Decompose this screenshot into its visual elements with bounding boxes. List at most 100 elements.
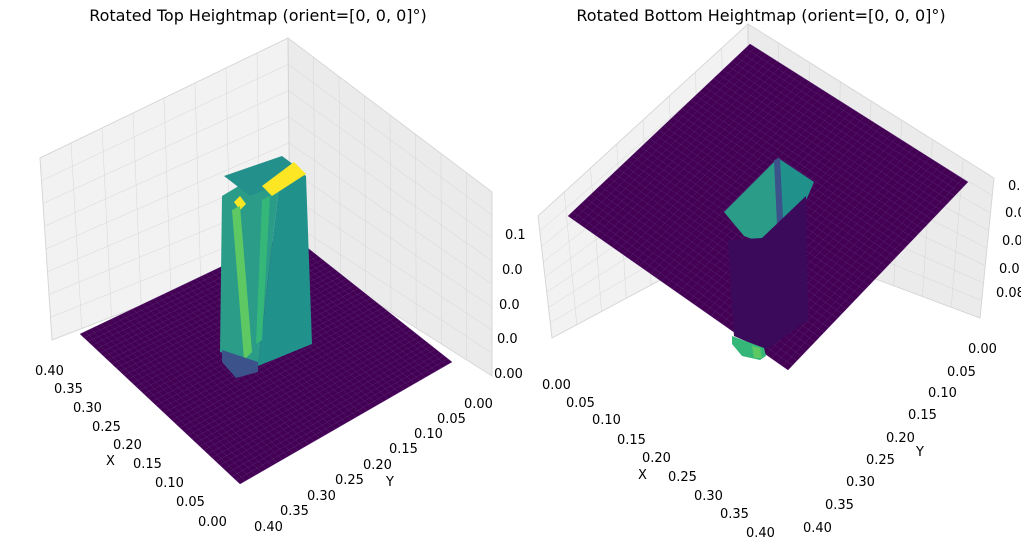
top-z-tick-label: 0.1: [505, 228, 526, 243]
top-mesh-line: [175, 310, 388, 425]
top-block-highlight: [262, 162, 306, 196]
top-y-tick-label: 0.05: [437, 412, 466, 427]
top-mesh-line: [171, 307, 384, 421]
top-y-axis-label: Y: [385, 475, 394, 490]
top-mesh-line: [235, 358, 449, 481]
bottom-y-ticks: 0.00 0.05 0.10 0.15 0.20 0.25 0.30 0.35 …: [803, 342, 997, 536]
top-mesh-line: [167, 304, 380, 417]
bottom-x-ticks: 0.00 0.05 0.10 0.15 0.20 0.25 0.30 0.35 …: [542, 378, 775, 539]
bottom-mesh-line: [731, 61, 951, 201]
bottom-z-tick-label: 0.0: [1005, 206, 1021, 221]
bottom-block-body: [728, 196, 808, 350]
bottom-mesh-line: [708, 82, 928, 225]
top-x-tick-label: 0.35: [54, 382, 83, 397]
bottom-x-tick-label: 0.15: [617, 433, 646, 448]
top-block-foot: [222, 350, 258, 378]
top-x-tick-label: 0.00: [198, 515, 227, 530]
top-y-tick-label: 0.00: [464, 397, 493, 412]
bottom-mesh-line: [727, 65, 946, 206]
top-mesh-line: [183, 317, 396, 432]
top-y-tick-label: 0.25: [335, 473, 364, 488]
bottom-mesh-line: [699, 91, 919, 234]
bottom-mesh-line: [713, 78, 933, 220]
top-z-tick-label: 0.0: [502, 263, 523, 278]
bottom-mesh-line: [782, 178, 963, 367]
top-z-tick-label: 0.0: [499, 298, 520, 313]
top-mesh-line: [203, 333, 416, 451]
top-x-axis-label: X: [106, 454, 115, 469]
top-block-band-1: [232, 206, 252, 360]
top-y-tick-label: 0.15: [389, 442, 418, 457]
top-mesh-line: [223, 349, 436, 470]
bottom-mesh-line: [749, 43, 969, 183]
bottom-y-tick-label: 0.35: [825, 498, 854, 513]
bottom-heightmap-plot: Rotated Bottom Heightmap (orient=[0, 0, …: [537, 6, 1021, 539]
top-grid-lines: [39, 37, 493, 377]
bottom-x-tick-label: 0.20: [642, 451, 671, 466]
bottom-y-tick-label: 0.05: [947, 365, 976, 380]
top-block-top: [224, 156, 306, 196]
bottom-y-tick-label: 0.15: [908, 408, 937, 423]
bottom-z-tick-label: 0.0: [999, 262, 1020, 277]
top-block-band-2: [256, 196, 270, 344]
top-z-tick-label: 0.00: [494, 367, 523, 382]
bottom-block-foot-accent: [752, 346, 762, 358]
bottom-z-tick-label: 0.: [1008, 179, 1020, 194]
top-y-ticks: 0.00 0.05 0.10 0.15 0.20 0.25 0.30 0.35 …: [254, 397, 493, 535]
bottom-mesh-line: [695, 95, 915, 239]
bottom-mesh-line: [745, 48, 964, 187]
bottom-x-tick-label: 0.05: [566, 396, 595, 411]
top-grid-line: [45, 142, 290, 250]
top-mesh-line: [219, 345, 432, 466]
bottom-mesh-line: [740, 52, 960, 192]
top-block-face-right: [258, 160, 312, 366]
top-x-tick-label: 0.15: [133, 457, 162, 472]
top-z-tick-label: 0.0: [497, 332, 518, 347]
top-mesh-line: [199, 329, 412, 447]
bottom-x-axis-label: X: [638, 468, 647, 483]
top-mesh-line: [195, 326, 408, 443]
top-x-tick-label: 0.10: [155, 476, 184, 491]
bottom-mesh-line: [736, 56, 955, 197]
bottom-y-tick-label: 0.10: [928, 386, 957, 401]
top-mesh-line: [207, 336, 420, 455]
top-heightmap-title: Rotated Top Heightmap (orient=[0, 0, 0]°…: [89, 6, 427, 25]
bottom-mesh-line: [787, 181, 969, 371]
bottom-y-axis-label: Y: [915, 445, 924, 460]
top-block-highlight-small: [234, 196, 246, 210]
top-mesh-line: [284, 236, 447, 366]
top-mesh-line: [179, 313, 392, 428]
bottom-grid-line: [979, 177, 995, 319]
top-mesh-line: [215, 342, 428, 462]
top-grid-line: [440, 153, 442, 345]
bottom-heightmap-title: Rotated Bottom Heightmap (orient=[0, 0, …: [576, 6, 945, 25]
top-y-tick-label: 0.40: [254, 520, 283, 535]
top-mesh-line: [227, 352, 440, 473]
bottom-x-tick-label: 0.00: [542, 378, 571, 393]
top-mesh-line: [289, 233, 453, 363]
bottom-mesh-line: [722, 69, 942, 211]
bottom-y-tick-label: 0.30: [846, 475, 875, 490]
bottom-mesh-line: [704, 86, 924, 230]
bottom-y-tick-label: 0.20: [886, 431, 915, 446]
top-y-tick-label: 0.20: [363, 458, 392, 473]
top-mesh-line: [191, 323, 404, 440]
bottom-mesh-line: [776, 174, 958, 363]
top-x-tick-label: 0.25: [92, 420, 121, 435]
top-heightmap-plot: Rotated Top Heightmap (orient=[0, 0, 0]°…: [35, 6, 526, 535]
top-grid-line: [288, 142, 493, 285]
bottom-x-tick-label: 0.10: [592, 413, 621, 428]
top-grid-line: [194, 82, 201, 283]
bottom-z-tick-label: 0.0: [1002, 234, 1021, 249]
top-x-tick-label: 0.05: [176, 495, 205, 510]
bottom-y-tick-label: 0.00: [968, 342, 997, 357]
top-mesh-line: [231, 355, 444, 477]
bottom-x-tick-label: 0.35: [720, 507, 749, 522]
top-y-tick-label: 0.35: [280, 504, 309, 519]
bottom-hole-wall-left: [724, 158, 780, 250]
top-grid-line: [289, 169, 493, 308]
top-grid-line: [289, 195, 493, 331]
bottom-z-tick-label: 0.08: [996, 286, 1021, 301]
top-mesh-line: [187, 320, 400, 436]
